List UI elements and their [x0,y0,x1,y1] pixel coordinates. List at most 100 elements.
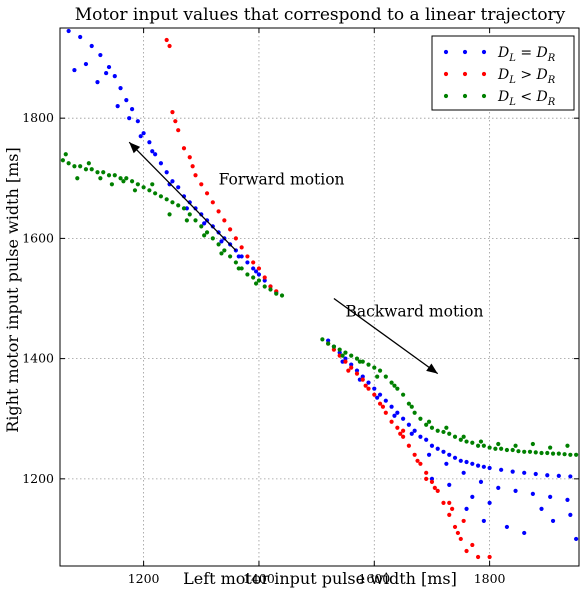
series-1-point [395,410,400,415]
series-3-point [164,197,169,202]
series-3-point [513,443,518,448]
legend-marker [481,93,487,99]
series-3-point [199,224,204,229]
series-3-point [383,374,388,379]
series-3-point [216,242,221,247]
series-3-point [86,161,91,166]
series-3-point [493,446,498,451]
series-2-point [441,500,446,505]
series-2-point [487,554,492,560]
series-1-point [127,116,132,121]
series-2-point [452,524,458,530]
series-3-point [331,344,337,349]
series-3-point [510,447,515,453]
grid-lines [60,28,579,566]
series-3-point [377,368,383,373]
annotation-label: Backward motion [345,303,483,321]
series-1-point [429,476,435,481]
series-1-point [112,73,117,79]
series-2-point [222,218,227,223]
series-2-point [366,386,371,391]
series-1-point [522,470,527,475]
series-3-point [401,392,406,397]
series-1-point [164,170,169,175]
series-2-point [424,470,429,475]
series-1-point [522,530,527,536]
series-1-point [475,463,481,468]
series-1-point [444,461,449,466]
series-1-point [236,254,241,259]
series-3-point [279,293,285,298]
series-1-point [106,64,112,70]
series-3-point [464,439,469,444]
series-1-point [349,362,354,367]
series-3-point [458,437,463,442]
series-3-point [228,254,233,259]
series-2-point [239,245,244,250]
series-2-point [470,542,475,548]
series-2-point [187,155,192,160]
series-3-point [63,152,68,157]
series-3-point [141,185,146,190]
y-tick-label: 1800 [22,110,54,125]
series-2-point [401,428,406,433]
x-tick-label: 1200 [128,571,160,586]
series-2-point [216,209,221,214]
series-1-point [545,473,550,478]
series-1-point [426,452,432,457]
series-3-point [262,284,267,289]
series-3-point [153,191,158,196]
series-1-point [262,278,267,283]
series-1-point [199,212,204,217]
series-2-point [199,182,204,187]
series-3-point [129,179,135,184]
series-1-point [409,431,414,436]
series-1-point [366,380,371,385]
series-3-point [426,419,432,424]
series-2-point [167,43,172,49]
series-3-point [170,200,175,205]
series-1-point [441,449,446,454]
series-2-point [395,425,400,430]
series-3-point [375,374,380,379]
series-1-point [481,464,486,469]
series-3-point [245,272,250,277]
series-1-point [412,428,417,433]
series-1-point [184,206,189,211]
data-points [60,28,579,560]
series-2-point [262,275,267,280]
series-1-point [78,34,83,40]
series-1-point [568,512,573,518]
series-1-point [461,470,466,475]
series-2-point [380,404,386,409]
series-3-point [475,443,481,448]
series-3-point [441,429,446,435]
series-1-point [383,398,388,403]
series-2-point [245,254,250,259]
series-1-point [478,479,484,484]
series-3-point [444,425,449,430]
series-3-point [527,449,533,454]
series-1-point [464,459,469,465]
series-1-point [326,338,331,343]
series-2-point [432,485,437,490]
series-3-point [340,353,345,358]
series-2-point [193,173,198,178]
series-3-point [343,350,348,355]
series-2-point [181,146,187,151]
series-3-point [389,380,394,385]
series-3-point [461,434,466,439]
series-2-point [377,401,383,406]
series-1-point [372,386,377,391]
series-1-point [360,374,365,379]
series-1-point [153,152,158,157]
series-3-point [253,281,259,286]
series-2-point [349,365,354,370]
axis-ticks: 1200 1400 1600 1800 1200 1400 1600 1800 [22,28,579,586]
series-3-point [121,179,126,184]
series-1-point [104,70,109,76]
series-1-point [487,465,492,471]
series-1-point [253,269,259,274]
series-2-point [251,260,256,265]
